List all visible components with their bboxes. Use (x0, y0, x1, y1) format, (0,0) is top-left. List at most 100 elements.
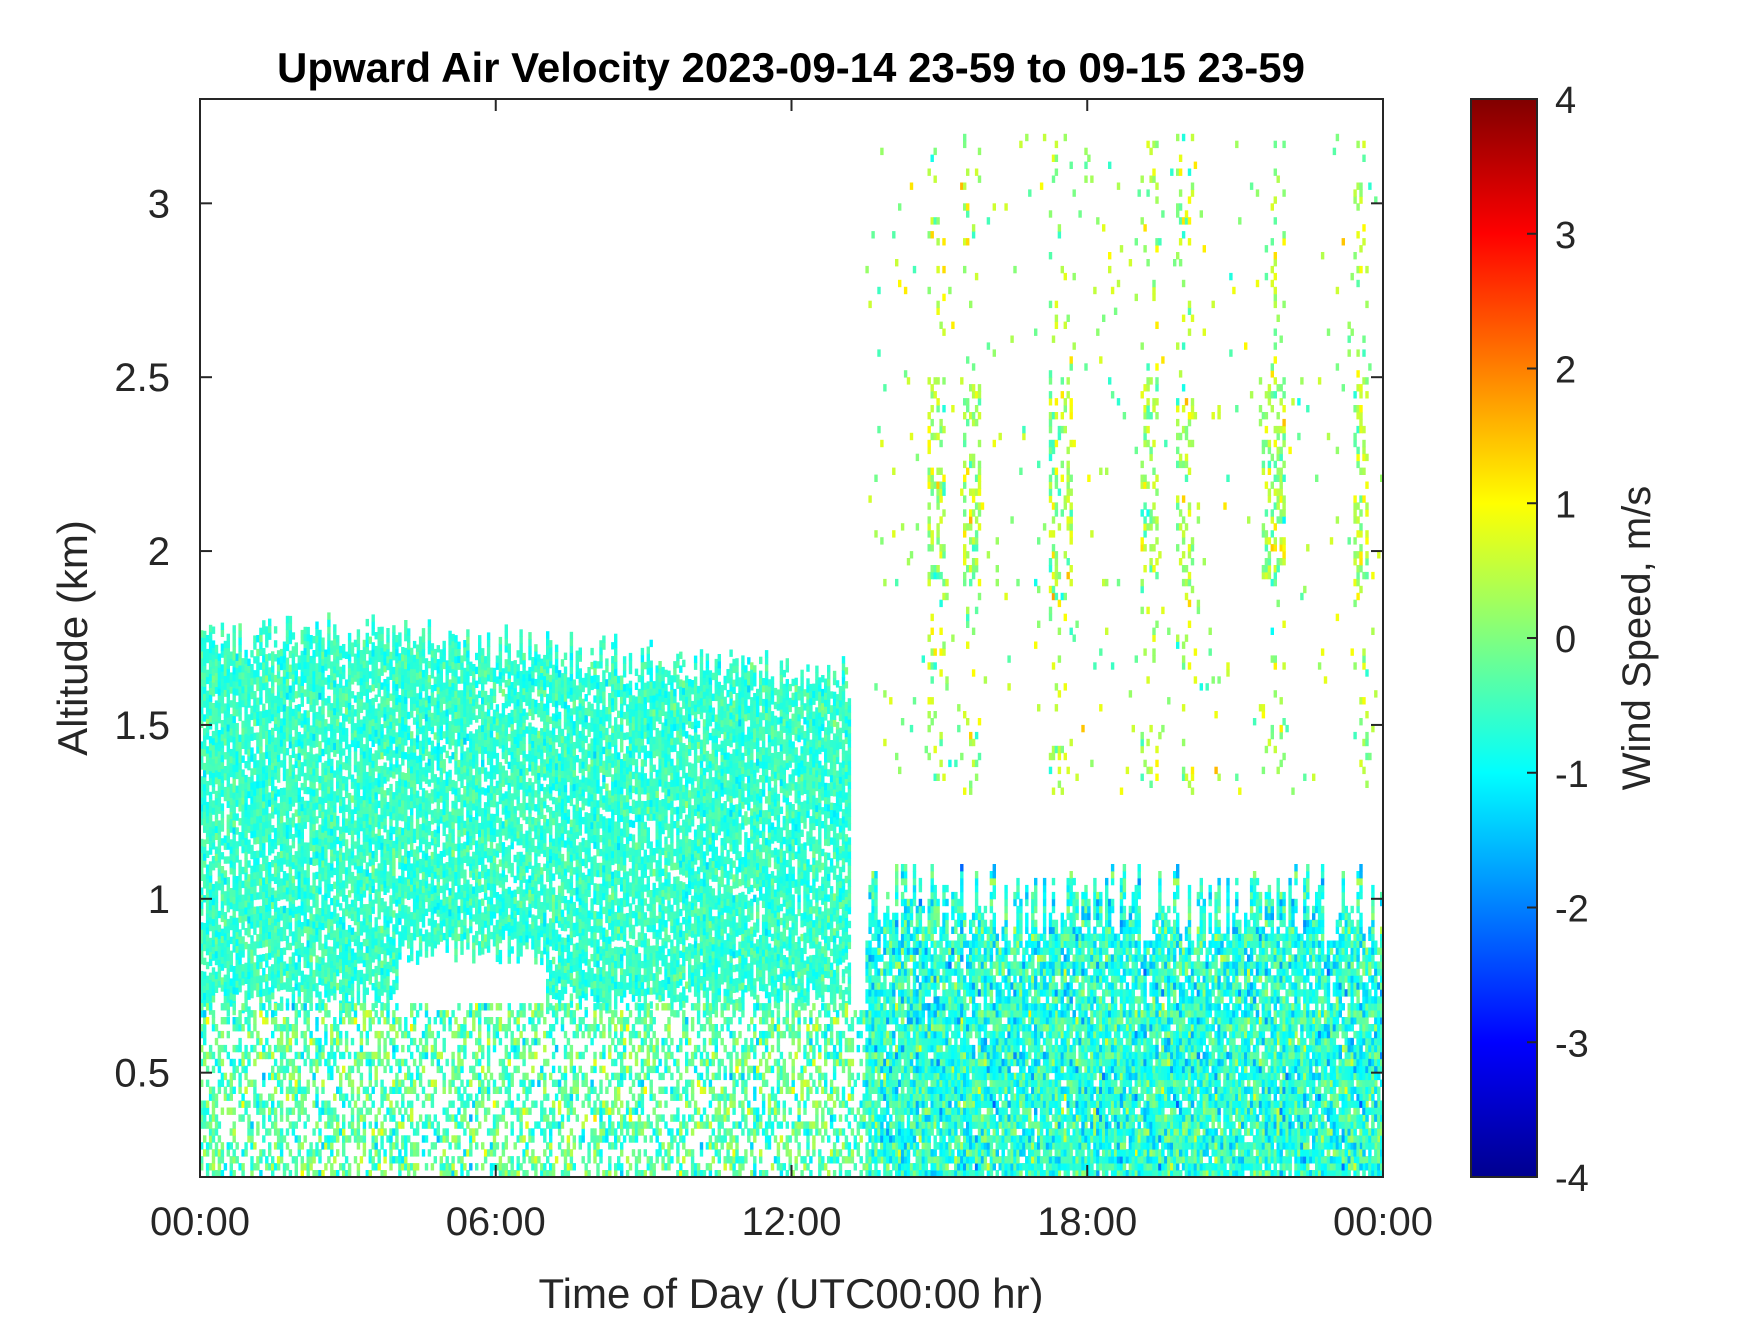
heat-cell (407, 913, 411, 921)
heat-cell (253, 732, 257, 741)
heat-cell (392, 868, 396, 876)
heat-cell (347, 765, 352, 773)
heat-cell (374, 764, 378, 772)
heat-cell (282, 850, 287, 858)
heat-cell (359, 705, 364, 713)
heat-cell (501, 918, 506, 926)
heat-cell (238, 734, 242, 742)
heat-cell (410, 738, 414, 746)
heat-cell (330, 946, 334, 954)
heat-cell (543, 835, 547, 844)
heat-cell (208, 889, 213, 897)
heat-cell (412, 738, 417, 746)
heat-cell (223, 891, 228, 899)
heat-cell (223, 766, 228, 774)
heat-cell (392, 861, 396, 869)
heat-cell (483, 711, 488, 720)
heat-cell (489, 765, 494, 773)
heat-cell (383, 915, 387, 923)
heat-cell (522, 903, 526, 911)
heat-cell (534, 658, 538, 666)
heat-cell (353, 973, 358, 981)
heat-cell (309, 927, 313, 935)
heat-cell (205, 718, 210, 726)
heat-cell (220, 810, 225, 818)
heat-cell (412, 863, 417, 871)
heat-cell (276, 726, 281, 735)
heat-cell (285, 824, 290, 832)
heat-cell (315, 990, 319, 998)
heat-cell (531, 914, 535, 922)
heat-cell (273, 772, 278, 780)
heat-cell (247, 804, 251, 813)
heat-cell (534, 859, 538, 868)
heat-cell (546, 1006, 550, 1015)
heat-cell (407, 934, 411, 942)
heat-cell (309, 822, 313, 831)
heat-cell (273, 890, 278, 898)
heat-cell (498, 678, 503, 686)
heat-cell (537, 925, 541, 933)
heat-cell (404, 779, 408, 788)
heat-cell (415, 929, 420, 938)
heat-cell (531, 761, 535, 769)
heat-cell (395, 662, 399, 671)
heat-cell (466, 886, 470, 894)
heat-cell (312, 816, 316, 825)
heat-cell (265, 981, 269, 989)
heat-cell (551, 956, 556, 965)
heat-cell (327, 988, 331, 996)
heat-cell (537, 890, 541, 899)
heat-cell (504, 638, 508, 646)
heat-cell (424, 908, 429, 916)
heat-cell (350, 885, 355, 894)
heat-cell (330, 988, 334, 996)
heat-cell (392, 750, 396, 758)
heat-cell (540, 749, 544, 757)
heat-cell (365, 695, 369, 703)
heat-cell (223, 668, 228, 676)
heat-cell (445, 709, 449, 717)
heat-cell (492, 786, 497, 794)
heat-cell (410, 759, 414, 767)
heat-cell (359, 650, 364, 658)
heat-cell (285, 984, 290, 992)
heat-cell (244, 872, 248, 880)
heat-cell (312, 782, 316, 790)
heat-cell (513, 827, 517, 835)
heat-cell (350, 677, 355, 685)
heat-cell (554, 818, 559, 826)
heat-cell (557, 1003, 562, 1012)
heat-cell (554, 915, 559, 924)
heat-cell (516, 921, 520, 929)
heat-cell (200, 748, 204, 756)
heat-cell (537, 863, 541, 871)
heat-cell (469, 842, 473, 850)
heat-cell (377, 752, 381, 760)
heat-cell (401, 793, 405, 801)
heat-cell (454, 795, 458, 803)
heat-cell (250, 921, 254, 929)
heat-cell (297, 857, 301, 865)
heat-cell (282, 933, 287, 941)
heat-cell (297, 912, 301, 921)
heat-cell (291, 715, 296, 724)
heat-cell (433, 683, 437, 692)
heat-cell (404, 905, 408, 913)
heat-cell (211, 751, 216, 760)
heat-cell (350, 663, 355, 671)
heat-cell (350, 642, 355, 650)
heat-cell (451, 668, 455, 676)
heat-cell (469, 905, 473, 913)
heat-cell (392, 945, 396, 953)
heat-cell (253, 920, 257, 928)
heat-cell (282, 947, 287, 955)
heat-cell (371, 955, 375, 963)
heat-cell (486, 931, 491, 939)
heat-cell (259, 933, 263, 942)
heat-cell (344, 818, 349, 826)
heat-cell (297, 905, 301, 914)
heat-cell (235, 757, 239, 766)
heat-cell (507, 796, 511, 804)
heat-cell (415, 755, 420, 764)
